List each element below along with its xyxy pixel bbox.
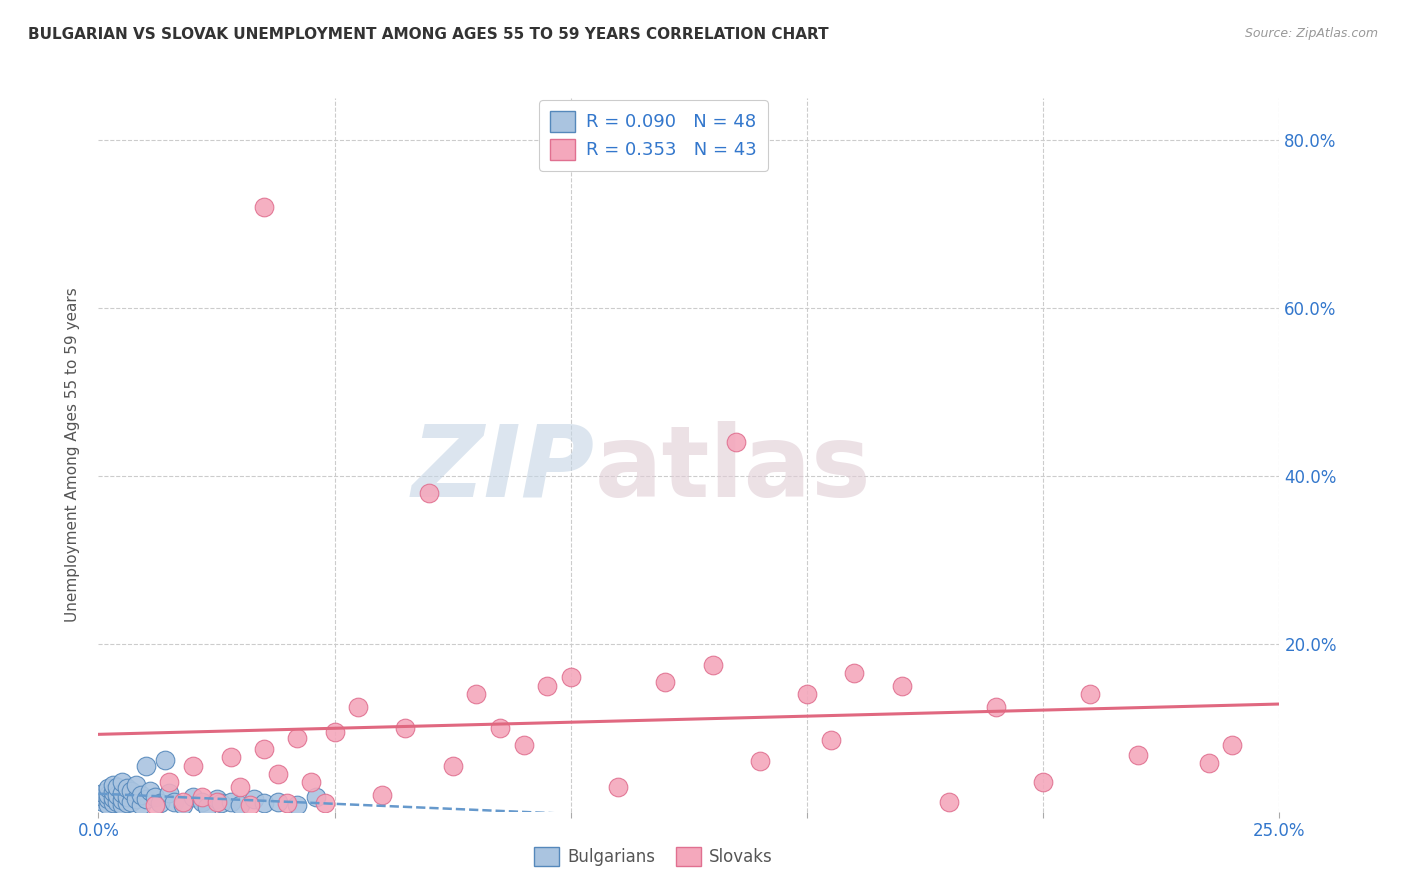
Point	[91, 786, 114, 800]
Point	[115, 789, 138, 804]
Point	[725, 435, 748, 450]
Point	[253, 741, 276, 756]
Point	[209, 797, 232, 811]
Point	[229, 780, 252, 794]
Legend: Bulgarians, Slovaks: Bulgarians, Slovaks	[526, 838, 782, 875]
Point	[172, 797, 194, 812]
Point	[121, 783, 143, 797]
Point	[105, 788, 128, 802]
Point	[205, 792, 228, 806]
Point	[149, 797, 172, 811]
Point	[285, 797, 308, 812]
Point	[820, 733, 842, 747]
Point	[195, 799, 218, 814]
Point	[135, 792, 157, 806]
Point	[305, 789, 328, 804]
Point	[143, 797, 166, 812]
Point	[121, 795, 143, 809]
Text: ZIP: ZIP	[412, 421, 595, 517]
Point	[796, 687, 818, 701]
Point	[135, 758, 157, 772]
Point	[219, 750, 242, 764]
Point	[153, 753, 176, 767]
Point	[139, 783, 162, 797]
Point	[323, 725, 346, 739]
Point	[1080, 687, 1102, 701]
Point	[172, 795, 194, 809]
Point	[276, 797, 298, 811]
Point	[489, 721, 512, 735]
Point	[111, 793, 134, 807]
Point	[191, 789, 214, 804]
Point	[607, 780, 630, 794]
Point	[243, 792, 266, 806]
Point	[111, 797, 134, 812]
Point	[654, 674, 676, 689]
Point	[97, 797, 120, 812]
Point	[101, 778, 124, 792]
Point	[181, 789, 204, 804]
Y-axis label: Unemployment Among Ages 55 to 59 years: Unemployment Among Ages 55 to 59 years	[65, 287, 80, 623]
Point	[844, 666, 866, 681]
Point	[702, 657, 724, 672]
Point	[101, 797, 124, 811]
Point	[465, 687, 488, 701]
Point	[115, 781, 138, 796]
Point	[91, 795, 114, 809]
Point	[219, 795, 242, 809]
Point	[125, 778, 148, 792]
Point	[1198, 756, 1220, 770]
Point	[229, 797, 252, 812]
Point	[253, 797, 276, 811]
Point	[347, 699, 370, 714]
Point	[1032, 775, 1054, 789]
Point	[97, 792, 120, 806]
Point	[105, 795, 128, 809]
Point	[285, 731, 308, 745]
Point	[299, 775, 322, 789]
Point	[267, 767, 290, 781]
Point	[91, 789, 114, 804]
Point	[267, 795, 290, 809]
Point	[181, 758, 204, 772]
Point	[314, 797, 336, 811]
Point	[101, 791, 124, 805]
Point	[441, 758, 464, 772]
Point	[890, 679, 912, 693]
Point	[115, 797, 138, 811]
Point	[157, 775, 180, 789]
Point	[560, 670, 582, 684]
Point	[938, 795, 960, 809]
Point	[512, 738, 534, 752]
Point	[984, 699, 1007, 714]
Point	[253, 200, 276, 214]
Point	[191, 795, 214, 809]
Text: Source: ZipAtlas.com: Source: ZipAtlas.com	[1244, 27, 1378, 40]
Point	[239, 797, 262, 812]
Point	[536, 679, 558, 693]
Point	[111, 775, 134, 789]
Point	[1220, 738, 1243, 752]
Point	[748, 755, 770, 769]
Point	[371, 788, 394, 802]
Point	[205, 795, 228, 809]
Point	[97, 788, 120, 802]
Point	[111, 786, 134, 800]
Point	[105, 780, 128, 794]
Point	[97, 781, 120, 796]
Point	[143, 789, 166, 804]
Point	[129, 788, 152, 802]
Point	[394, 721, 416, 735]
Point	[125, 792, 148, 806]
Text: BULGARIAN VS SLOVAK UNEMPLOYMENT AMONG AGES 55 TO 59 YEARS CORRELATION CHART: BULGARIAN VS SLOVAK UNEMPLOYMENT AMONG A…	[28, 27, 828, 42]
Point	[101, 784, 124, 798]
Point	[163, 795, 186, 809]
Text: atlas: atlas	[595, 421, 872, 517]
Point	[157, 786, 180, 800]
Point	[418, 485, 440, 500]
Point	[129, 797, 152, 812]
Point	[1126, 747, 1149, 762]
